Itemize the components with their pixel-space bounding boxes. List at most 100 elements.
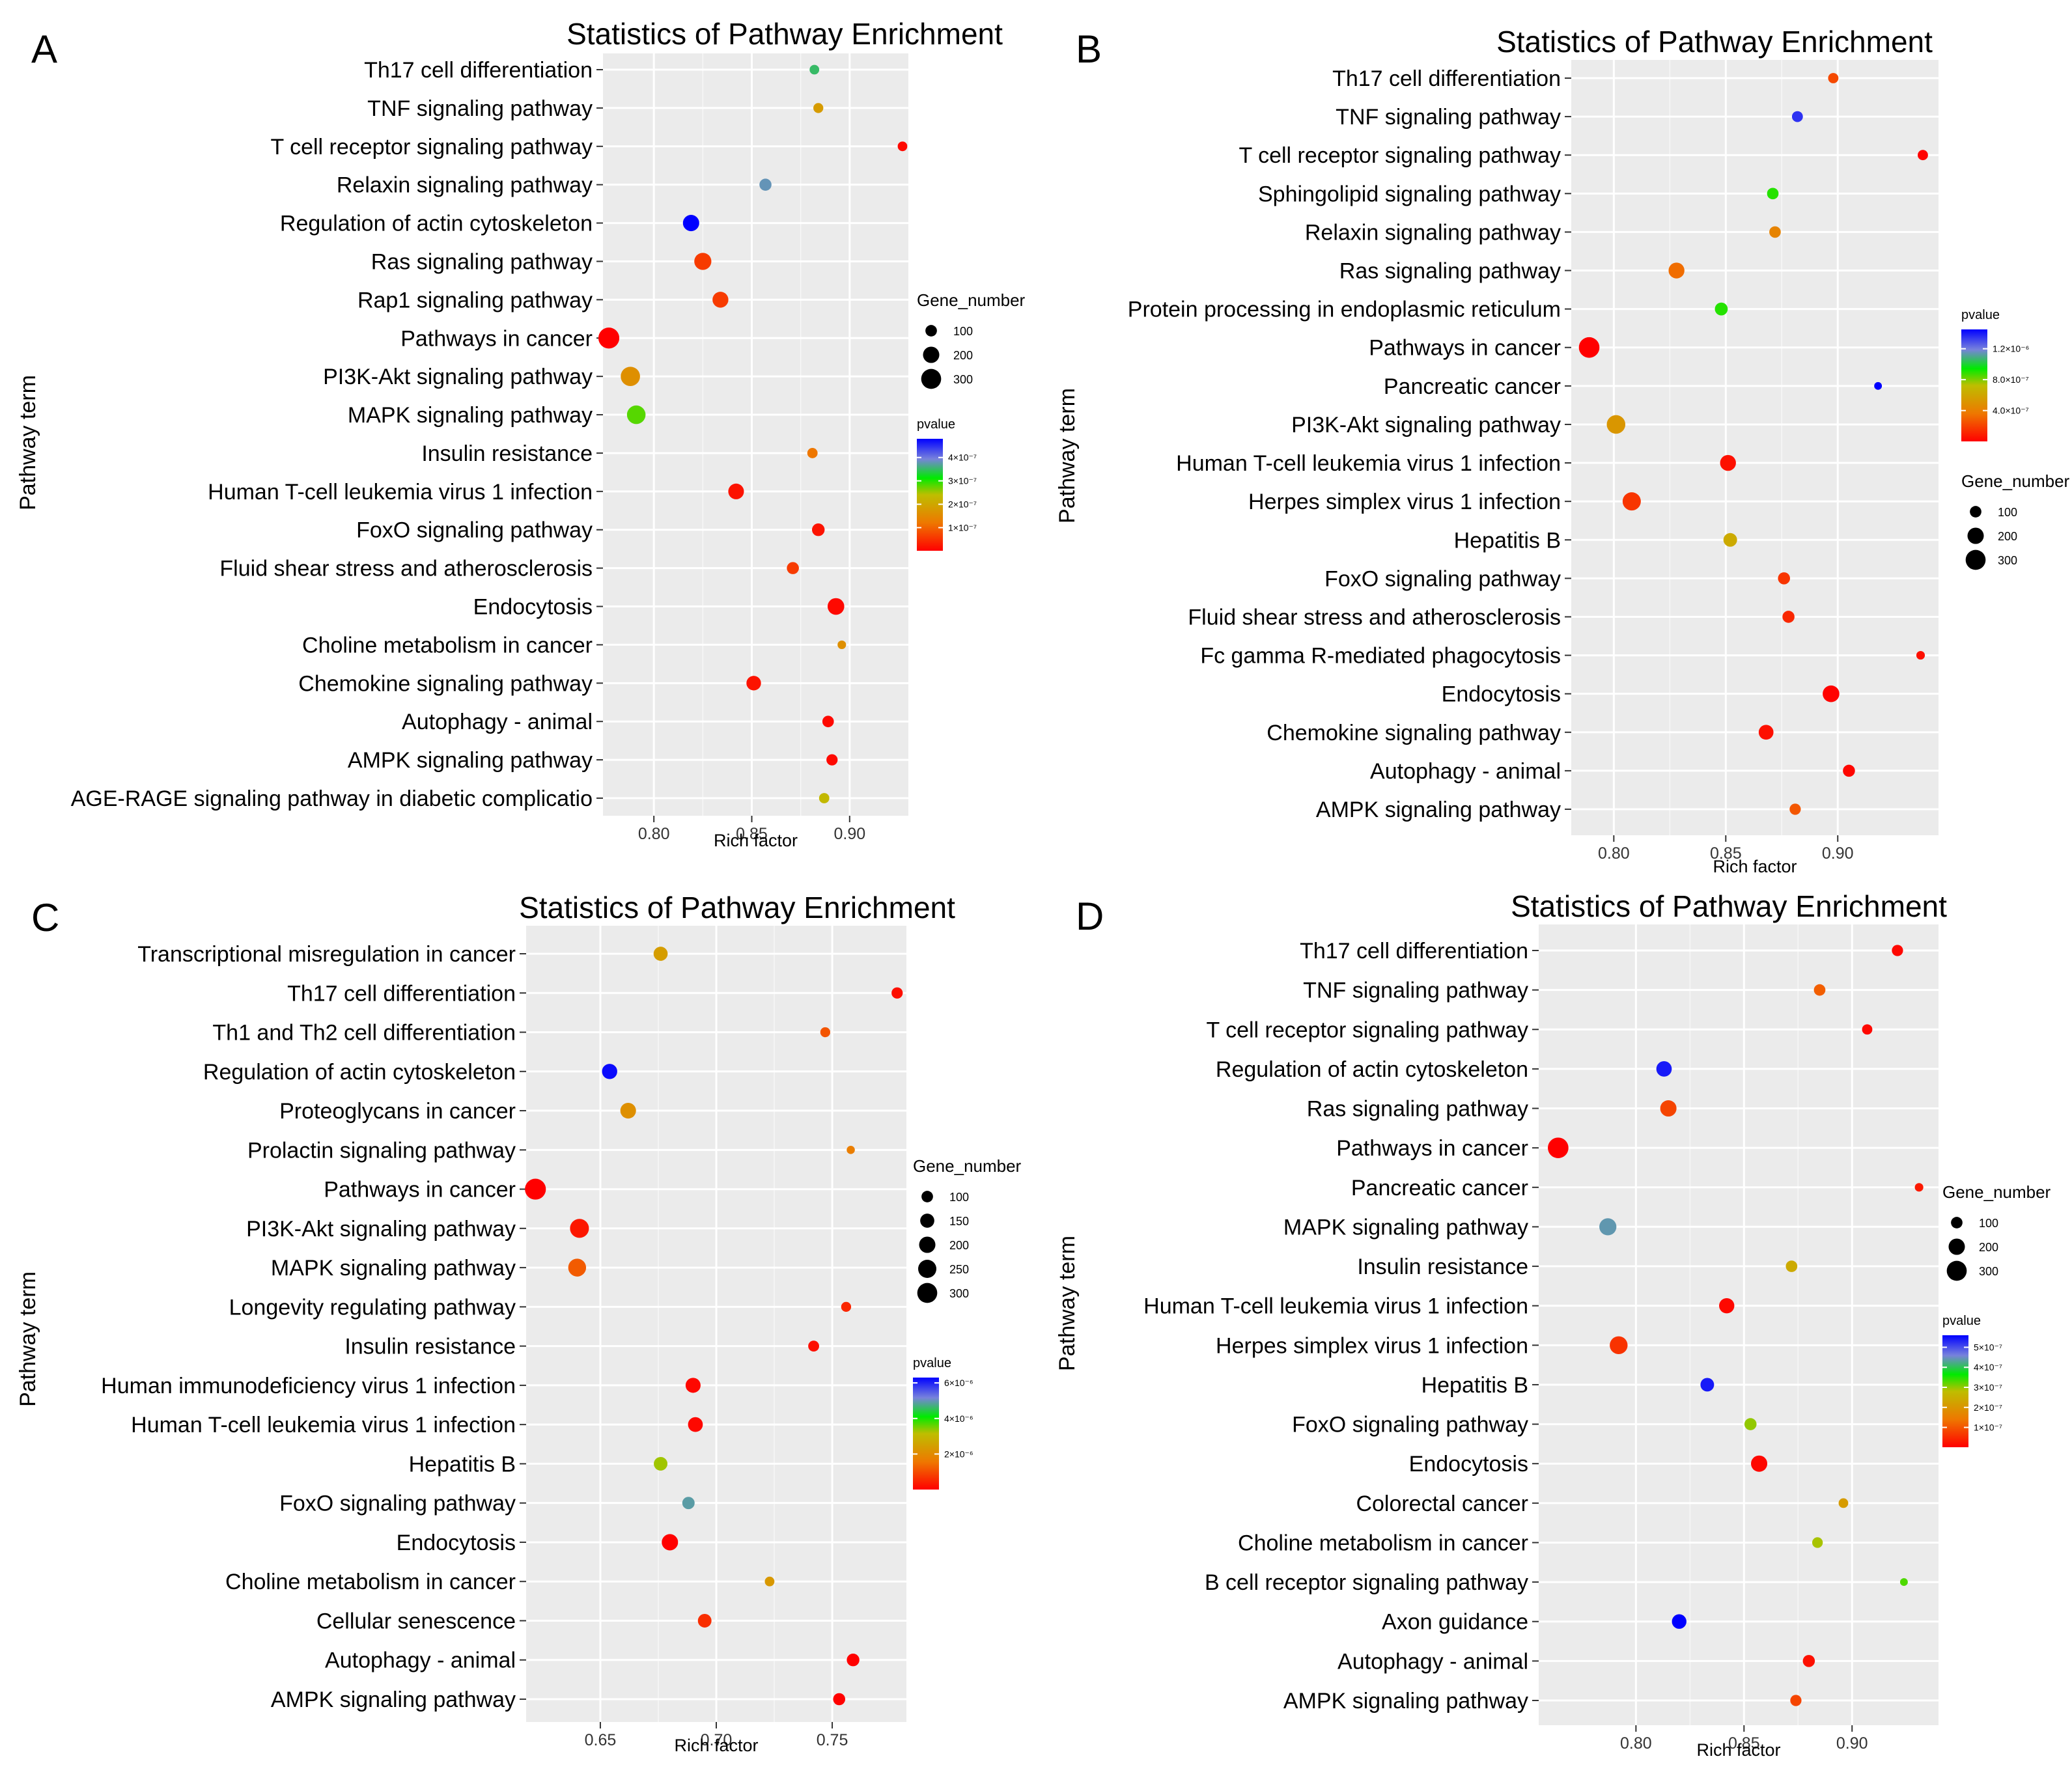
- pathway-label: Choline metabolism in cancer: [1238, 1531, 1528, 1555]
- colorbar-label: 3×10⁻⁷: [1974, 1382, 2002, 1393]
- pathway-label: Human T-cell leukemia virus 1 infection: [208, 480, 593, 505]
- data-point: [1610, 1336, 1628, 1355]
- pathway-label: Autophagy - animal: [1337, 1649, 1528, 1674]
- size-legend-dot: [920, 1214, 934, 1228]
- data-point: [1782, 611, 1795, 623]
- x-tick-label: 0.80: [1620, 1734, 1652, 1753]
- data-point: [897, 141, 908, 152]
- data-point: [1719, 1297, 1735, 1314]
- pathway-label: Endocytosis: [473, 595, 593, 620]
- data-point: [822, 715, 834, 728]
- data-point: [1843, 764, 1855, 777]
- x-axis-title: Rich factor: [674, 1736, 758, 1755]
- data-point: [525, 1178, 546, 1200]
- pathway-label: AMPK signaling pathway: [348, 748, 593, 773]
- data-point: [764, 1576, 775, 1587]
- data-point: [570, 1219, 589, 1238]
- x-tick-label: 0.90: [833, 825, 865, 843]
- data-point: [598, 327, 620, 349]
- data-point: [1874, 382, 1883, 390]
- colorbar-label: 2×10⁻⁷: [948, 499, 977, 510]
- x-tick-label: 0.80: [1598, 844, 1630, 863]
- data-point: [697, 1613, 712, 1628]
- size-legend-title: Gene_number: [1942, 1182, 2051, 1202]
- data-point: [1660, 1100, 1677, 1117]
- size-legend-dot: [917, 1283, 938, 1303]
- pvalue-colorbar: [913, 1378, 939, 1490]
- pathway-label: AGE-RAGE signaling pathway in diabetic c…: [71, 786, 593, 811]
- data-point: [1758, 725, 1774, 740]
- size-legend-title: Gene_number: [1961, 471, 2070, 491]
- data-point: [1790, 1695, 1802, 1706]
- data-point: [807, 448, 818, 458]
- data-point: [1622, 492, 1641, 511]
- pathway-label: Hepatitis B: [1421, 1373, 1528, 1398]
- data-point: [891, 987, 903, 999]
- colorbar-label: 4×10⁻⁷: [1974, 1362, 2002, 1372]
- size-legend-dot: [923, 346, 940, 363]
- pathway-label: Fluid shear stress and atherosclerosis: [219, 557, 593, 581]
- pathway-label: T cell receptor signaling pathway: [270, 135, 593, 160]
- x-tick-label: 0.65: [585, 1731, 617, 1749]
- data-point: [1892, 945, 1903, 956]
- pathway-label: Choline metabolism in cancer: [225, 1570, 516, 1594]
- size-legend-label: 300: [1979, 1265, 1998, 1278]
- color-legend-title: pvalue: [917, 417, 955, 432]
- pathway-label: Th17 cell differentiation: [287, 981, 516, 1006]
- data-point: [694, 253, 712, 270]
- x-axis-title: Rich factor: [1696, 1740, 1780, 1760]
- pathway-label: PI3K-Akt signaling pathway: [1291, 413, 1561, 437]
- pathway-label: PI3K-Akt signaling pathway: [323, 365, 593, 389]
- pathway-label: Herpes simplex virus 1 infection: [1248, 490, 1561, 514]
- chart-title: Statistics of Pathway Enrichment: [1511, 889, 1947, 923]
- chart-title: Statistics of Pathway Enrichment: [519, 891, 955, 924]
- data-point: [1862, 1024, 1873, 1035]
- size-legend-label: 200: [949, 1239, 969, 1252]
- pathway-label: Human T-cell leukemia virus 1 infection: [1176, 451, 1561, 476]
- y-axis-title: Pathway term: [16, 1271, 40, 1407]
- data-point: [1916, 651, 1925, 660]
- data-point: [787, 562, 799, 574]
- pathway-label: AMPK signaling pathway: [271, 1687, 516, 1712]
- pathway-label: Sphingolipid signaling pathway: [1258, 182, 1561, 206]
- size-legend-title: Gene_number: [913, 1156, 1022, 1176]
- pathway-label: Prolactin signaling pathway: [247, 1138, 516, 1163]
- pathway-label: Ras signaling pathway: [1339, 259, 1561, 284]
- data-point: [841, 1301, 852, 1312]
- data-point: [812, 523, 825, 536]
- colorbar-label: 4×10⁻⁷: [948, 452, 977, 463]
- pathway-label: MAPK signaling pathway: [348, 403, 593, 428]
- data-point: [1767, 187, 1779, 200]
- pathway-label: Pathways in cancer: [1336, 1136, 1528, 1161]
- plot-background: [1571, 60, 1939, 835]
- pathway-label: Human T-cell leukemia virus 1 infection: [1143, 1294, 1528, 1319]
- colorbar-label: 1×10⁻⁷: [948, 522, 977, 533]
- data-point: [1656, 1061, 1672, 1077]
- data-point: [653, 947, 668, 961]
- colorbar-label: 3×10⁻⁷: [948, 476, 977, 486]
- plot-background: [1539, 924, 1939, 1725]
- data-point: [1715, 302, 1728, 316]
- data-point: [1791, 111, 1803, 122]
- data-point: [1813, 984, 1826, 996]
- pathway-label: Regulation of actin cytoskeleton: [280, 212, 593, 236]
- size-legend-label: 100: [1979, 1217, 1998, 1230]
- size-legend-dot: [1970, 506, 1981, 518]
- pathway-label: Autophagy - animal: [325, 1648, 516, 1673]
- pathway-label: Cellular senescence: [316, 1609, 516, 1633]
- pathway-label: Fluid shear stress and atherosclerosis: [1188, 605, 1561, 630]
- size-legend-dot: [1948, 1238, 1965, 1255]
- data-point: [1548, 1137, 1569, 1158]
- colorbar-label: 6×10⁻⁶: [944, 1378, 973, 1388]
- size-legend-dot: [921, 368, 942, 389]
- color-legend-title: pvalue: [1942, 1314, 1981, 1328]
- data-point: [1578, 337, 1600, 358]
- pathway-label: Protein processing in endoplasmic reticu…: [1128, 298, 1561, 322]
- data-point: [827, 598, 845, 615]
- colorbar-label: 2×10⁻⁶: [944, 1449, 973, 1459]
- data-point: [813, 103, 824, 113]
- pathway-label: Pancreatic cancer: [1384, 374, 1561, 399]
- pathway-label: Autophagy - animal: [1370, 759, 1561, 784]
- data-point: [1838, 1498, 1849, 1508]
- data-point: [688, 1417, 703, 1432]
